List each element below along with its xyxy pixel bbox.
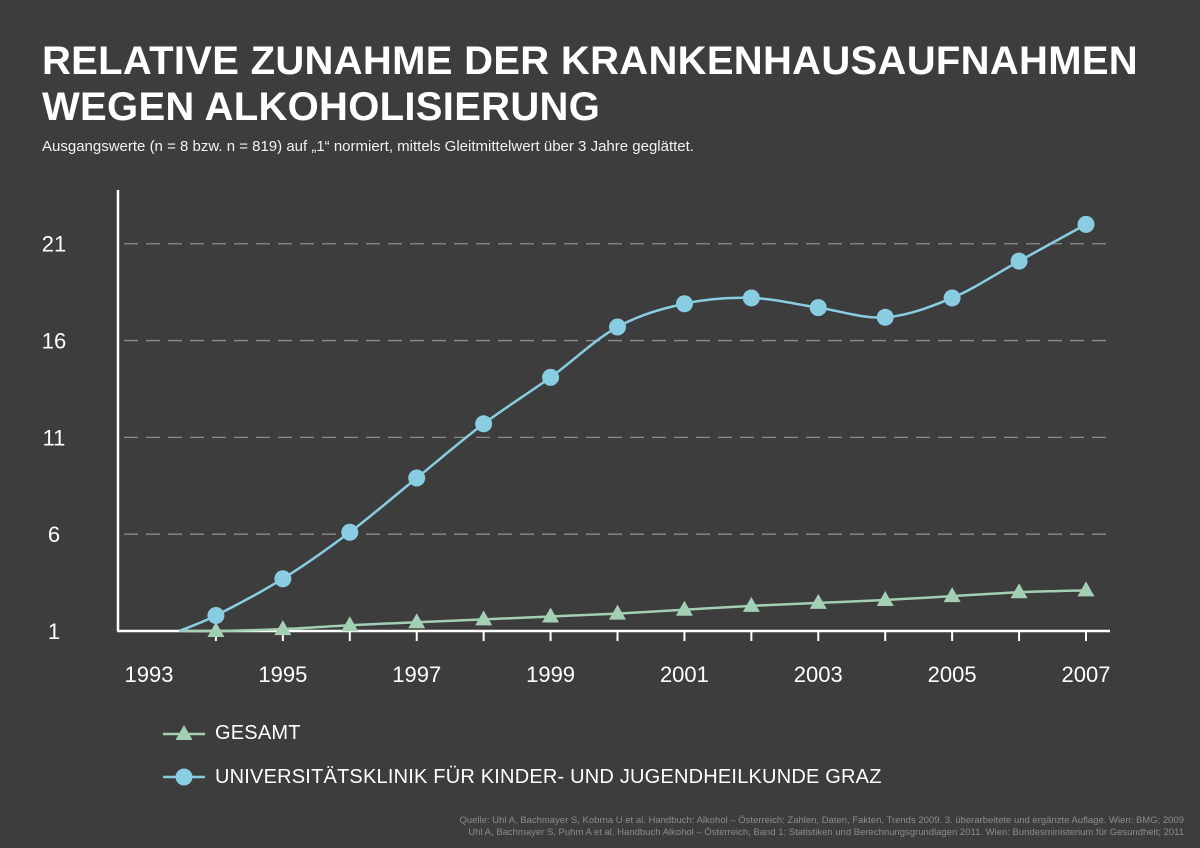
data-point-graz (809, 299, 827, 317)
y-tick-label: 11 (43, 425, 66, 450)
data-point-gesamt (943, 587, 961, 603)
data-point-gesamt (609, 604, 626, 620)
data-point-graz (1077, 215, 1095, 233)
y-tick-label: 1 (48, 619, 60, 644)
data-point-gesamt (542, 607, 560, 623)
source-note: Quelle: Uhl A, Bachmayer S, Kobrna U et … (459, 815, 1184, 839)
y-tick-label: 6 (48, 522, 60, 547)
data-point-graz (207, 607, 225, 625)
data-point-gesamt (341, 616, 359, 632)
data-point-gesamt (809, 593, 827, 609)
data-point-graz (876, 308, 894, 326)
x-tick-label: 2007 (1062, 662, 1111, 687)
data-point-graz (675, 295, 693, 313)
data-point-graz (408, 469, 426, 487)
data-point-gesamt (1010, 583, 1028, 599)
triangle-marker-icon (163, 725, 205, 740)
data-point-graz (943, 289, 961, 307)
data-point-gesamt (475, 610, 493, 626)
data-point-gesamt (742, 596, 760, 612)
x-tick-label: 1993 (125, 662, 174, 687)
data-point-graz (274, 570, 292, 588)
series-line-graz (178, 223, 1087, 633)
chart-subtitle: Ausgangswerte (n = 8 bzw. n = 819) auf „… (42, 138, 694, 155)
data-point-gesamt (876, 591, 894, 607)
source-line-2: Uhl A, Bachmayer S, Puhm A et al. Handbu… (468, 827, 1184, 838)
legend: GESAMT UNIVERSITÄTSKLINIK FÜR KINDER- UN… (163, 712, 882, 800)
data-point-graz (609, 318, 626, 336)
data-point-graz (542, 368, 560, 386)
x-tick-label: 2005 (928, 662, 977, 687)
circle-marker-icon (163, 768, 205, 786)
legend-label-graz: UNIVERSITÄTSKLINIK FÜR KINDER- UND JUGEN… (215, 765, 882, 788)
data-point-graz (475, 415, 493, 433)
x-tick-label: 1995 (258, 662, 307, 687)
legend-item-gesamt: GESAMT (163, 712, 882, 754)
x-tick-label: 1999 (526, 662, 575, 687)
data-point-graz (341, 523, 359, 541)
data-point-gesamt (207, 622, 225, 637)
y-tick-label: 16 (42, 329, 66, 354)
chart-title-line-2: WEGEN ALKOHOLISIERUNG (42, 85, 601, 129)
data-point-gesamt (675, 600, 693, 616)
legend-label-gesamt: GESAMT (215, 721, 301, 744)
data-point-graz (1010, 252, 1028, 270)
data-point-graz (742, 289, 760, 307)
legend-item-graz: UNIVERSITÄTSKLINIK FÜR KINDER- UND JUGEN… (163, 756, 882, 798)
x-tick-label: 1997 (392, 662, 441, 687)
data-point-gesamt (1077, 581, 1095, 597)
chart-title-line-1: RELATIVE ZUNAHME DER KRANKENHAUSAUFNAHME… (42, 39, 1138, 83)
chart-title: RELATIVE ZUNAHME DER KRANKENHAUSAUFNAHME… (42, 38, 1162, 130)
x-tick-label: 2003 (794, 662, 843, 687)
x-tick-label: 2001 (660, 662, 709, 687)
y-tick-label: 21 (42, 232, 66, 257)
data-point-gesamt (274, 620, 292, 636)
source-line-1: Quelle: Uhl A, Bachmayer S, Kobrna U et … (459, 815, 1184, 826)
data-point-gesamt (408, 613, 426, 629)
